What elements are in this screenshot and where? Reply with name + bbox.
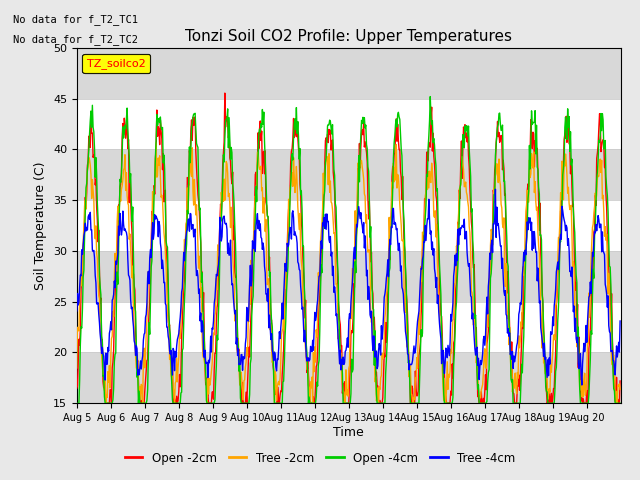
- Tree -2cm: [616, 386, 624, 392]
- Text: No data for f_T2_TC2: No data for f_T2_TC2: [13, 34, 138, 45]
- Line: Open -2cm: Open -2cm: [77, 93, 620, 403]
- Tree -4cm: [578, 382, 586, 388]
- Open -2cm: [285, 207, 293, 213]
- X-axis label: Time: Time: [333, 426, 364, 439]
- Y-axis label: Soil Temperature (C): Soil Temperature (C): [35, 161, 47, 290]
- Open -4cm: [237, 395, 244, 401]
- Tree -4cm: [73, 308, 81, 314]
- Line: Tree -4cm: Tree -4cm: [77, 189, 620, 385]
- Tree -4cm: [284, 244, 292, 250]
- Title: Tonzi Soil CO2 Profile: Upper Temperatures: Tonzi Soil CO2 Profile: Upper Temperatur…: [186, 29, 512, 44]
- Open -2cm: [221, 90, 228, 96]
- Open -4cm: [436, 261, 444, 266]
- Tree -4cm: [492, 186, 499, 192]
- Open -2cm: [73, 385, 81, 391]
- Open -4cm: [264, 214, 271, 219]
- Open -2cm: [616, 378, 624, 384]
- Open -2cm: [138, 397, 145, 403]
- Tree -4cm: [435, 309, 443, 315]
- Open -2cm: [265, 267, 273, 273]
- Bar: [77, 251, 621, 302]
- Open -4cm: [404, 360, 412, 366]
- Open -2cm: [102, 400, 110, 406]
- Open -2cm: [406, 372, 413, 378]
- Open -4cm: [616, 400, 624, 406]
- Bar: [77, 352, 621, 403]
- Line: Tree -2cm: Tree -2cm: [77, 143, 620, 403]
- Legend: TZ_soilco2: TZ_soilco2: [83, 54, 150, 73]
- Tree -2cm: [406, 368, 413, 374]
- Tree -4cm: [237, 361, 244, 367]
- Text: No data for f_T2_TC1: No data for f_T2_TC1: [13, 14, 138, 25]
- Tree -4cm: [616, 318, 624, 324]
- Tree -2cm: [152, 140, 160, 146]
- Bar: [77, 48, 621, 99]
- Tree -2cm: [171, 400, 179, 406]
- Open -4cm: [137, 400, 145, 406]
- Open -4cm: [73, 400, 81, 406]
- Tree -2cm: [436, 323, 444, 329]
- Open -4cm: [284, 264, 292, 269]
- Line: Open -4cm: Open -4cm: [77, 96, 620, 403]
- Tree -2cm: [137, 397, 145, 403]
- Legend: Open -2cm, Tree -2cm, Open -4cm, Tree -4cm: Open -2cm, Tree -2cm, Open -4cm, Tree -4…: [120, 447, 520, 469]
- Tree -2cm: [238, 378, 246, 384]
- Bar: [77, 149, 621, 200]
- Open -2cm: [238, 400, 246, 406]
- Tree -4cm: [137, 358, 145, 364]
- Open -4cm: [426, 94, 434, 99]
- Tree -2cm: [285, 205, 293, 211]
- Tree -4cm: [264, 299, 271, 304]
- Tree -2cm: [73, 365, 81, 371]
- Open -2cm: [436, 298, 444, 304]
- Tree -4cm: [404, 352, 412, 358]
- Tree -2cm: [265, 280, 273, 286]
